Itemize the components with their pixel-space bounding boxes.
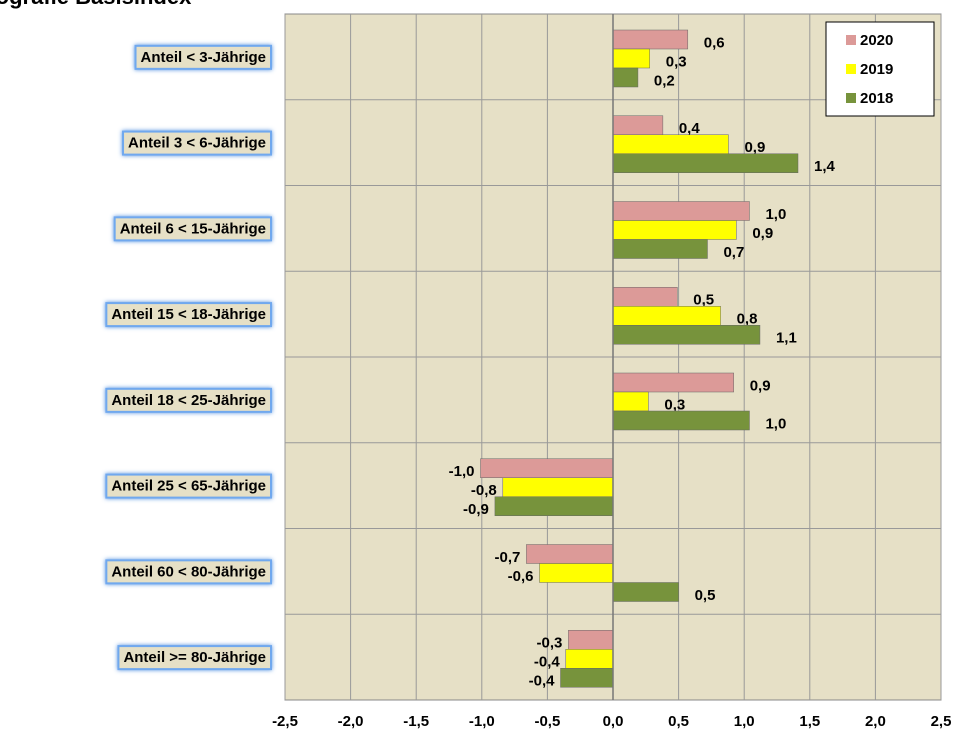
data-label: 0,3	[666, 53, 687, 70]
legend-label: 2018	[860, 90, 893, 107]
category-box	[113, 216, 272, 242]
data-label: 1,0	[765, 206, 786, 223]
x-tick-label: 1,5	[799, 713, 820, 730]
legend-label: 2020	[860, 32, 893, 49]
data-label: -0,4	[529, 673, 556, 690]
bar	[612, 410, 750, 431]
category-box	[117, 645, 272, 671]
bar	[612, 306, 721, 326]
category-label: Anteil < 3-Jährige	[141, 49, 266, 66]
x-tick-label: 0,0	[603, 713, 624, 730]
data-label: 0,3	[664, 396, 685, 413]
x-tick-label: 1,0	[734, 713, 755, 730]
legend-swatch	[846, 64, 856, 74]
x-tick-label: 2,5	[931, 713, 952, 730]
data-label: 0,7	[723, 244, 744, 261]
data-label: 0,4	[679, 120, 701, 137]
data-label: 0,5	[693, 292, 714, 309]
category-label: Anteil 6 < 15-Jährige	[120, 220, 266, 237]
chart-title: Demografie Basisindex	[0, 0, 192, 9]
bar	[612, 239, 708, 259]
data-label: 0,8	[737, 311, 758, 328]
x-tick-label: -1,5	[403, 713, 429, 730]
data-label: 0,5	[695, 587, 716, 604]
bar	[539, 563, 614, 583]
bar	[565, 649, 614, 669]
data-label: 0,9	[752, 225, 773, 242]
bar	[612, 287, 678, 307]
x-tick-label: -1,0	[469, 713, 495, 730]
legend-swatch	[846, 35, 856, 45]
bar	[612, 67, 639, 88]
bar	[612, 325, 761, 345]
x-tick-label: -2,0	[338, 713, 364, 730]
category-box	[134, 44, 272, 70]
bar	[612, 582, 679, 602]
category-box	[122, 130, 272, 156]
category-box	[105, 387, 272, 413]
data-label: 0,9	[750, 377, 771, 394]
bar	[612, 201, 750, 221]
data-label: 1,0	[765, 415, 786, 432]
data-label: -0,4	[534, 654, 561, 671]
category-label: Anteil 18 < 25-Jährige	[111, 392, 266, 409]
bar	[612, 134, 729, 154]
x-tick-label: 2,0	[865, 713, 886, 730]
bar	[612, 153, 799, 173]
data-label: 1,1	[776, 330, 797, 347]
data-label: -0,7	[495, 549, 521, 566]
category-label: Anteil 25 < 65-Jährige	[111, 478, 266, 495]
legend-box	[825, 21, 935, 117]
category-box	[105, 473, 272, 499]
bar	[612, 29, 689, 50]
data-label: -0,3	[537, 635, 563, 652]
bar	[612, 372, 734, 393]
bar	[502, 477, 614, 497]
legend-swatch	[846, 93, 856, 103]
category-label: Anteil 60 < 80-Jährige	[111, 563, 266, 580]
data-label: 0,6	[704, 34, 725, 51]
bar	[494, 496, 614, 516]
x-tick-label: 0,5	[668, 713, 689, 730]
category-label: Anteil 3 < 6-Jährige	[128, 135, 266, 152]
bar	[612, 220, 737, 240]
data-label: 1,4	[814, 158, 836, 175]
data-label: -0,8	[471, 482, 497, 499]
data-label: -1,0	[449, 463, 475, 480]
data-label: 0,9	[744, 139, 765, 156]
bar	[560, 668, 614, 688]
data-label: -0,6	[508, 568, 534, 585]
bar	[480, 458, 614, 478]
category-box	[105, 302, 272, 328]
x-tick-label: -2,5	[272, 713, 298, 730]
x-tick-label: -0,5	[534, 713, 560, 730]
bar	[526, 544, 614, 564]
data-label: -0,9	[463, 501, 489, 518]
bar	[568, 630, 614, 650]
bar	[612, 48, 650, 69]
bar	[612, 115, 664, 135]
bar	[612, 391, 649, 412]
category-label: Anteil >= 80-Jährige	[123, 649, 266, 666]
legend-label: 2019	[860, 61, 893, 78]
data-label: 0,2	[654, 72, 675, 89]
category-box	[105, 559, 272, 585]
category-label: Anteil 15 < 18-Jährige	[111, 306, 266, 323]
